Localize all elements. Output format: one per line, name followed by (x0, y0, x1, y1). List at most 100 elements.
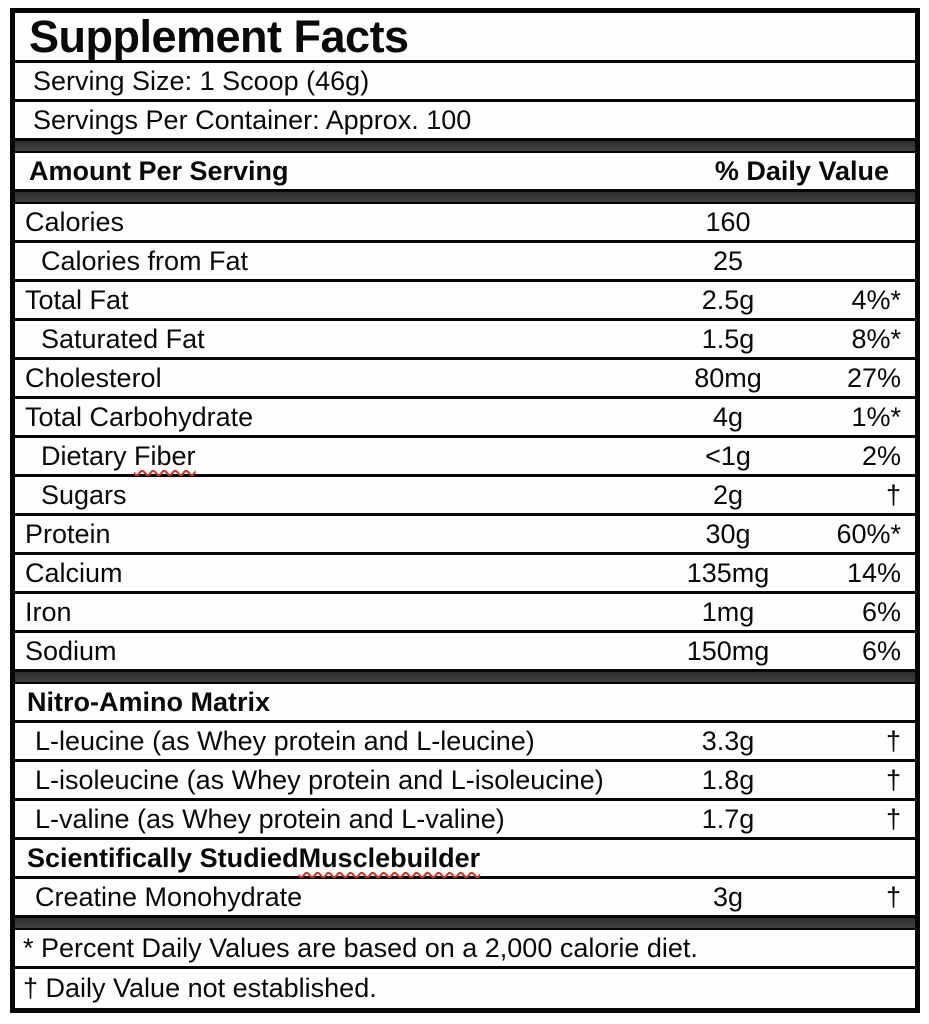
section-header-row: Scientifically Studied Musclebuilder (15, 840, 915, 879)
nutrient-name-text: Calories from Fat (41, 245, 249, 276)
nutrient-daily-value: † (885, 881, 901, 912)
nutrient-row: L-leucine (as Whey protein and L-leucine… (15, 723, 915, 762)
nutrient-name: Protein (15, 518, 653, 549)
nutrient-name-text: Sodium (25, 635, 117, 666)
nutrient-row: Sodium 150mg 6% (15, 633, 915, 672)
nutrient-daily-value: 8%* (851, 323, 901, 354)
nutrient-daily-value: † (885, 764, 901, 795)
nutrient-amount: 2g (712, 479, 744, 510)
nutrient-name-text: Total Fat (25, 284, 129, 315)
serving-text: Servings Per Container: Approx. 100 (33, 104, 472, 135)
nutrient-row: Total Fat 2.5g 4%* (15, 282, 915, 321)
nutrient-name-text: Iron (25, 596, 72, 627)
nutrient-name: L-isoleucine (as Whey protein and L-isol… (15, 764, 653, 795)
misspelled-word: Fiber (134, 440, 196, 471)
nutrient-amount: 4g (712, 401, 744, 432)
nutrient-amount: 160 (705, 206, 751, 237)
nutrient-name: Saturated Fat (15, 323, 653, 354)
nutrient-name-text: Calories (25, 206, 125, 237)
nutrient-name: L-valine (as Whey protein and L-valine) (15, 803, 653, 834)
nutrient-daily-value: † (885, 479, 901, 510)
nutrient-name: Calories from Fat (15, 245, 653, 276)
footnote-text: * Percent Daily Values are based on a 2,… (23, 932, 698, 963)
separator-bar (15, 672, 915, 684)
nutrient-name: Total Fat (15, 284, 653, 315)
nutrient-name: Dietary Fiber (15, 440, 653, 471)
nutrient-daily-value: 14% (846, 557, 901, 588)
nutrient-row: Creatine Monohydrate 3g † (15, 879, 915, 918)
nutrient-row: L-isoleucine (as Whey protein and L-isol… (15, 762, 915, 801)
nutrient-amount: 25 (712, 245, 744, 276)
nutrient-row: Protein 30g 60%* (15, 516, 915, 555)
nutrient-amount: 3g (712, 881, 744, 912)
nutrient-name-text: Dietary (41, 440, 135, 471)
nutrient-amount: 1.7g (701, 803, 755, 834)
separator-bar (15, 141, 915, 153)
nutrient-name-text: Protein (25, 518, 111, 549)
nutrient-row: Iron 1mg 6% (15, 594, 915, 633)
nutrient-name: Iron (15, 596, 653, 627)
nutrient-name-text: Cholesterol (25, 362, 162, 393)
nutrient-daily-value: 4%* (851, 284, 901, 315)
separator-bar (15, 192, 915, 204)
nutrient-name-text: L-leucine (as Whey protein and L-leucine… (35, 725, 535, 756)
nutrient-row: Cholesterol 80mg 27% (15, 360, 915, 399)
nutrient-daily-value: 60%* (836, 518, 901, 549)
title-text: Supplement Facts (29, 11, 409, 62)
footnote-row: * Percent Daily Values are based on a 2,… (15, 930, 915, 969)
nutrient-name-text: Total Carbohydrate (25, 401, 254, 432)
nutrient-amount: 30g (705, 518, 751, 549)
nutrient-row: L-valine (as Whey protein and L-valine) 1… (15, 801, 915, 840)
nutrient-name: Sodium (15, 635, 653, 666)
section-text: Nitro-Amino Matrix (27, 686, 270, 717)
misspelled-word: Musclebuilder (298, 842, 481, 873)
nutrient-name-text: Calcium (25, 557, 123, 588)
nutrient-daily-value: 27% (846, 362, 901, 393)
serving-info-row: Servings Per Container: Approx. 100 (15, 102, 915, 141)
nutrient-amount: <1g (705, 440, 751, 471)
nutrient-name-text: Saturated Fat (41, 323, 205, 354)
section-header-row: Nitro-Amino Matrix (15, 684, 915, 723)
supplement-facts-label: Supplement Facts Serving Size: 1 Scoop (4… (10, 8, 920, 1013)
nutrient-name: Calories (15, 206, 653, 237)
section-text: Scientifically Studied (27, 842, 299, 873)
nutrient-name-text: Creatine Monohydrate (35, 881, 303, 912)
nutrient-daily-value: † (885, 725, 901, 756)
nutrient-amount: 3.3g (701, 725, 755, 756)
nutrient-daily-value: 6% (861, 596, 901, 627)
nutrient-daily-value: 2% (861, 440, 901, 471)
amount-per-serving-header: Amount Per Serving (29, 155, 289, 186)
nutrient-row: Sugars 2g † (15, 477, 915, 516)
nutrient-amount: 150mg (686, 635, 770, 666)
nutrient-amount: 1.8g (701, 764, 755, 795)
nutrient-row: Calcium 135mg 14% (15, 555, 915, 594)
nutrient-daily-value: 6% (861, 635, 901, 666)
nutrient-row: Dietary Fiber <1g 2% (15, 438, 915, 477)
label-title-row: Supplement Facts (15, 13, 915, 63)
nutrient-daily-value: † (885, 803, 901, 834)
nutrient-name-text: Sugars (41, 479, 127, 510)
separator-bar (15, 918, 915, 930)
nutrient-row: Calories from Fat 25 (15, 243, 915, 282)
nutrient-name-text: L-isoleucine (as Whey protein and L-isol… (35, 764, 604, 795)
nutrient-row: Total Carbohydrate 4g 1%* (15, 399, 915, 438)
nutrient-name: Sugars (15, 479, 653, 510)
nutrient-name: Calcium (15, 557, 653, 588)
nutrient-daily-value: 1%* (851, 401, 901, 432)
nutrient-name: L-leucine (as Whey protein and L-leucine… (15, 725, 653, 756)
nutrient-name: Total Carbohydrate (15, 401, 653, 432)
nutrient-amount: 1mg (701, 596, 755, 627)
percent-daily-value-header: % Daily Value (714, 155, 889, 186)
footnote-row: † Daily Value not established. (15, 969, 915, 1008)
serving-text: Serving Size: 1 Scoop (46g) (33, 65, 370, 96)
nutrient-amount: 1.5g (701, 323, 755, 354)
nutrient-name: Cholesterol (15, 362, 653, 393)
nutrient-amount: 135mg (686, 557, 770, 588)
nutrient-name-text: L-valine (as Whey protein and L-valine) (35, 803, 505, 834)
column-header-row: Amount Per Serving % Daily Value (15, 153, 915, 192)
serving-info-row: Serving Size: 1 Scoop (46g) (15, 63, 915, 102)
rows: Supplement Facts Serving Size: 1 Scoop (4… (15, 13, 915, 1008)
nutrient-row: Calories 160 (15, 204, 915, 243)
nutrient-amount: 80mg (694, 362, 762, 393)
